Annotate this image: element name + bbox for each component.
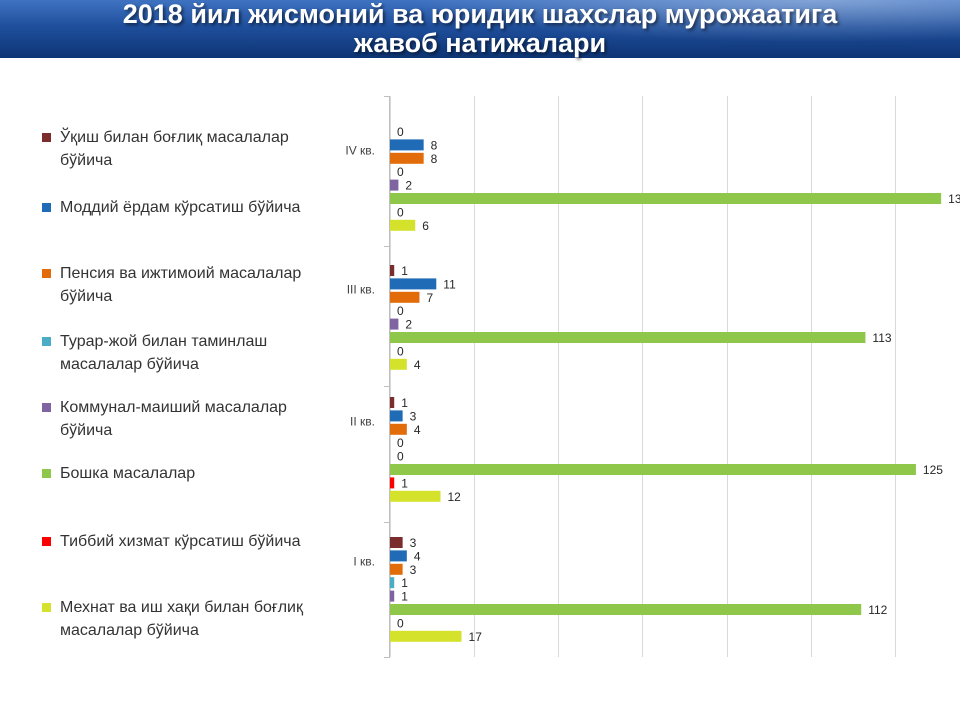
data-label: 1	[401, 590, 408, 604]
bar	[390, 477, 395, 489]
category-label: I кв.	[353, 555, 375, 569]
bar	[390, 590, 395, 602]
data-label: 2	[405, 318, 412, 332]
data-label: 1	[401, 396, 408, 410]
legend-item: Ўқиш билан боғлиқ масалалар бўйича	[42, 126, 342, 172]
legend-item: Бошка масалалар	[42, 462, 342, 485]
bar	[390, 318, 399, 330]
bar	[390, 291, 420, 303]
data-label: 1	[401, 264, 408, 278]
bar	[390, 265, 395, 276]
data-label: 0	[397, 205, 404, 219]
legend-label: Коммунал-маиший масалалар бўйича	[60, 399, 287, 439]
chart-title-line2: жавоб натижалари	[353, 28, 607, 58]
bar	[390, 550, 407, 562]
bar	[390, 139, 424, 151]
legend-swatch	[42, 133, 51, 142]
data-label: 3	[410, 563, 417, 577]
bar	[390, 278, 437, 290]
data-label: 4	[414, 358, 421, 372]
bar	[390, 152, 424, 164]
category-label: II кв.	[350, 415, 375, 429]
bar	[390, 577, 395, 589]
legend-label: Турар-жой билан таминлаш масалалар бўйич…	[60, 333, 268, 373]
legend-label: Пенсия ва ижтимоий масалалар бўйича	[60, 265, 302, 305]
bar	[390, 358, 407, 370]
data-label: 12	[447, 490, 461, 504]
legend-item: Турар-жой билан таминлаш масалалар бўйич…	[42, 330, 342, 376]
bar	[390, 423, 407, 435]
bar	[390, 397, 395, 408]
data-label: 113	[872, 331, 891, 345]
legend-label: Моддий ёрдам кўрсатиш бўйича	[60, 199, 301, 216]
bar	[390, 563, 403, 575]
bar	[390, 193, 942, 204]
bar	[390, 630, 462, 642]
legend-item: Коммунал-маиший масалалар бўйича	[42, 396, 342, 442]
banner-sheen	[0, 0, 960, 58]
legend-swatch	[42, 337, 51, 346]
bar	[390, 219, 416, 231]
data-label: 0	[397, 125, 404, 139]
chart-legend: Ўқиш билан боғлиқ масалалар бўйича Моддий…	[42, 126, 342, 656]
data-label: 3	[410, 536, 417, 550]
chart-title: 2018 йил жисмоний ва юридик шахслар муро…	[0, 0, 960, 60]
legend-swatch	[42, 537, 51, 546]
bar	[390, 537, 403, 548]
bar	[390, 490, 441, 502]
data-label: 112	[868, 603, 887, 617]
data-label: 1	[401, 576, 408, 590]
legend-item: Пенсия ва ижтимоий масалалар бўйича	[42, 262, 342, 308]
title-banner	[0, 0, 960, 58]
legend-item: Тиббий хизмат кўрсатиш бўйича	[42, 530, 342, 553]
data-label: 0	[397, 344, 404, 358]
data-label: 2	[405, 179, 412, 193]
bar	[390, 604, 862, 615]
data-label: 4	[414, 423, 421, 437]
bar	[390, 464, 916, 475]
data-label: 0	[397, 616, 404, 630]
legend-label: Тиббий хизмат кўрсатиш бўйича	[60, 533, 301, 550]
data-label: 17	[469, 630, 483, 644]
data-label: 125	[923, 463, 943, 477]
legend-swatch	[42, 269, 51, 278]
data-label: 0	[397, 436, 404, 450]
data-label: 0	[397, 304, 404, 318]
data-label: 7	[426, 291, 433, 305]
legend-label: Мехнат ва иш хақи билан боғлиқ масалалар…	[60, 599, 303, 639]
legend-swatch	[42, 403, 51, 412]
chart-title-line1: 2018 йил жисмоний ва юридик шахслар муро…	[122, 0, 838, 29]
legend-swatch	[42, 469, 51, 478]
legend-item: Мехнат ва иш хақи билан боғлиқ масалалар…	[42, 596, 342, 642]
legend-label: Бошка масалалар	[60, 465, 196, 482]
data-label: 0	[397, 450, 404, 464]
bar	[390, 179, 399, 191]
data-label: 8	[431, 152, 438, 166]
data-label: 131	[948, 192, 960, 206]
legend-label: Ўқиш билан боғлиқ масалалар бўйича	[60, 129, 289, 169]
data-label: 3	[410, 409, 417, 423]
bar	[390, 410, 403, 422]
legend-swatch	[42, 603, 51, 612]
category-label: III кв.	[347, 283, 375, 297]
legend-item: Моддий ёрдам кўрсатиш бўйича	[42, 196, 342, 219]
category-label: IV кв.	[345, 144, 375, 158]
data-label: 11	[443, 277, 456, 291]
data-label: 0	[397, 165, 404, 179]
data-label: 4	[414, 549, 421, 563]
data-label: 6	[422, 219, 429, 233]
data-label: 1	[401, 476, 408, 490]
data-label: 8	[431, 138, 438, 152]
legend-swatch	[42, 203, 51, 212]
bar	[390, 332, 866, 343]
